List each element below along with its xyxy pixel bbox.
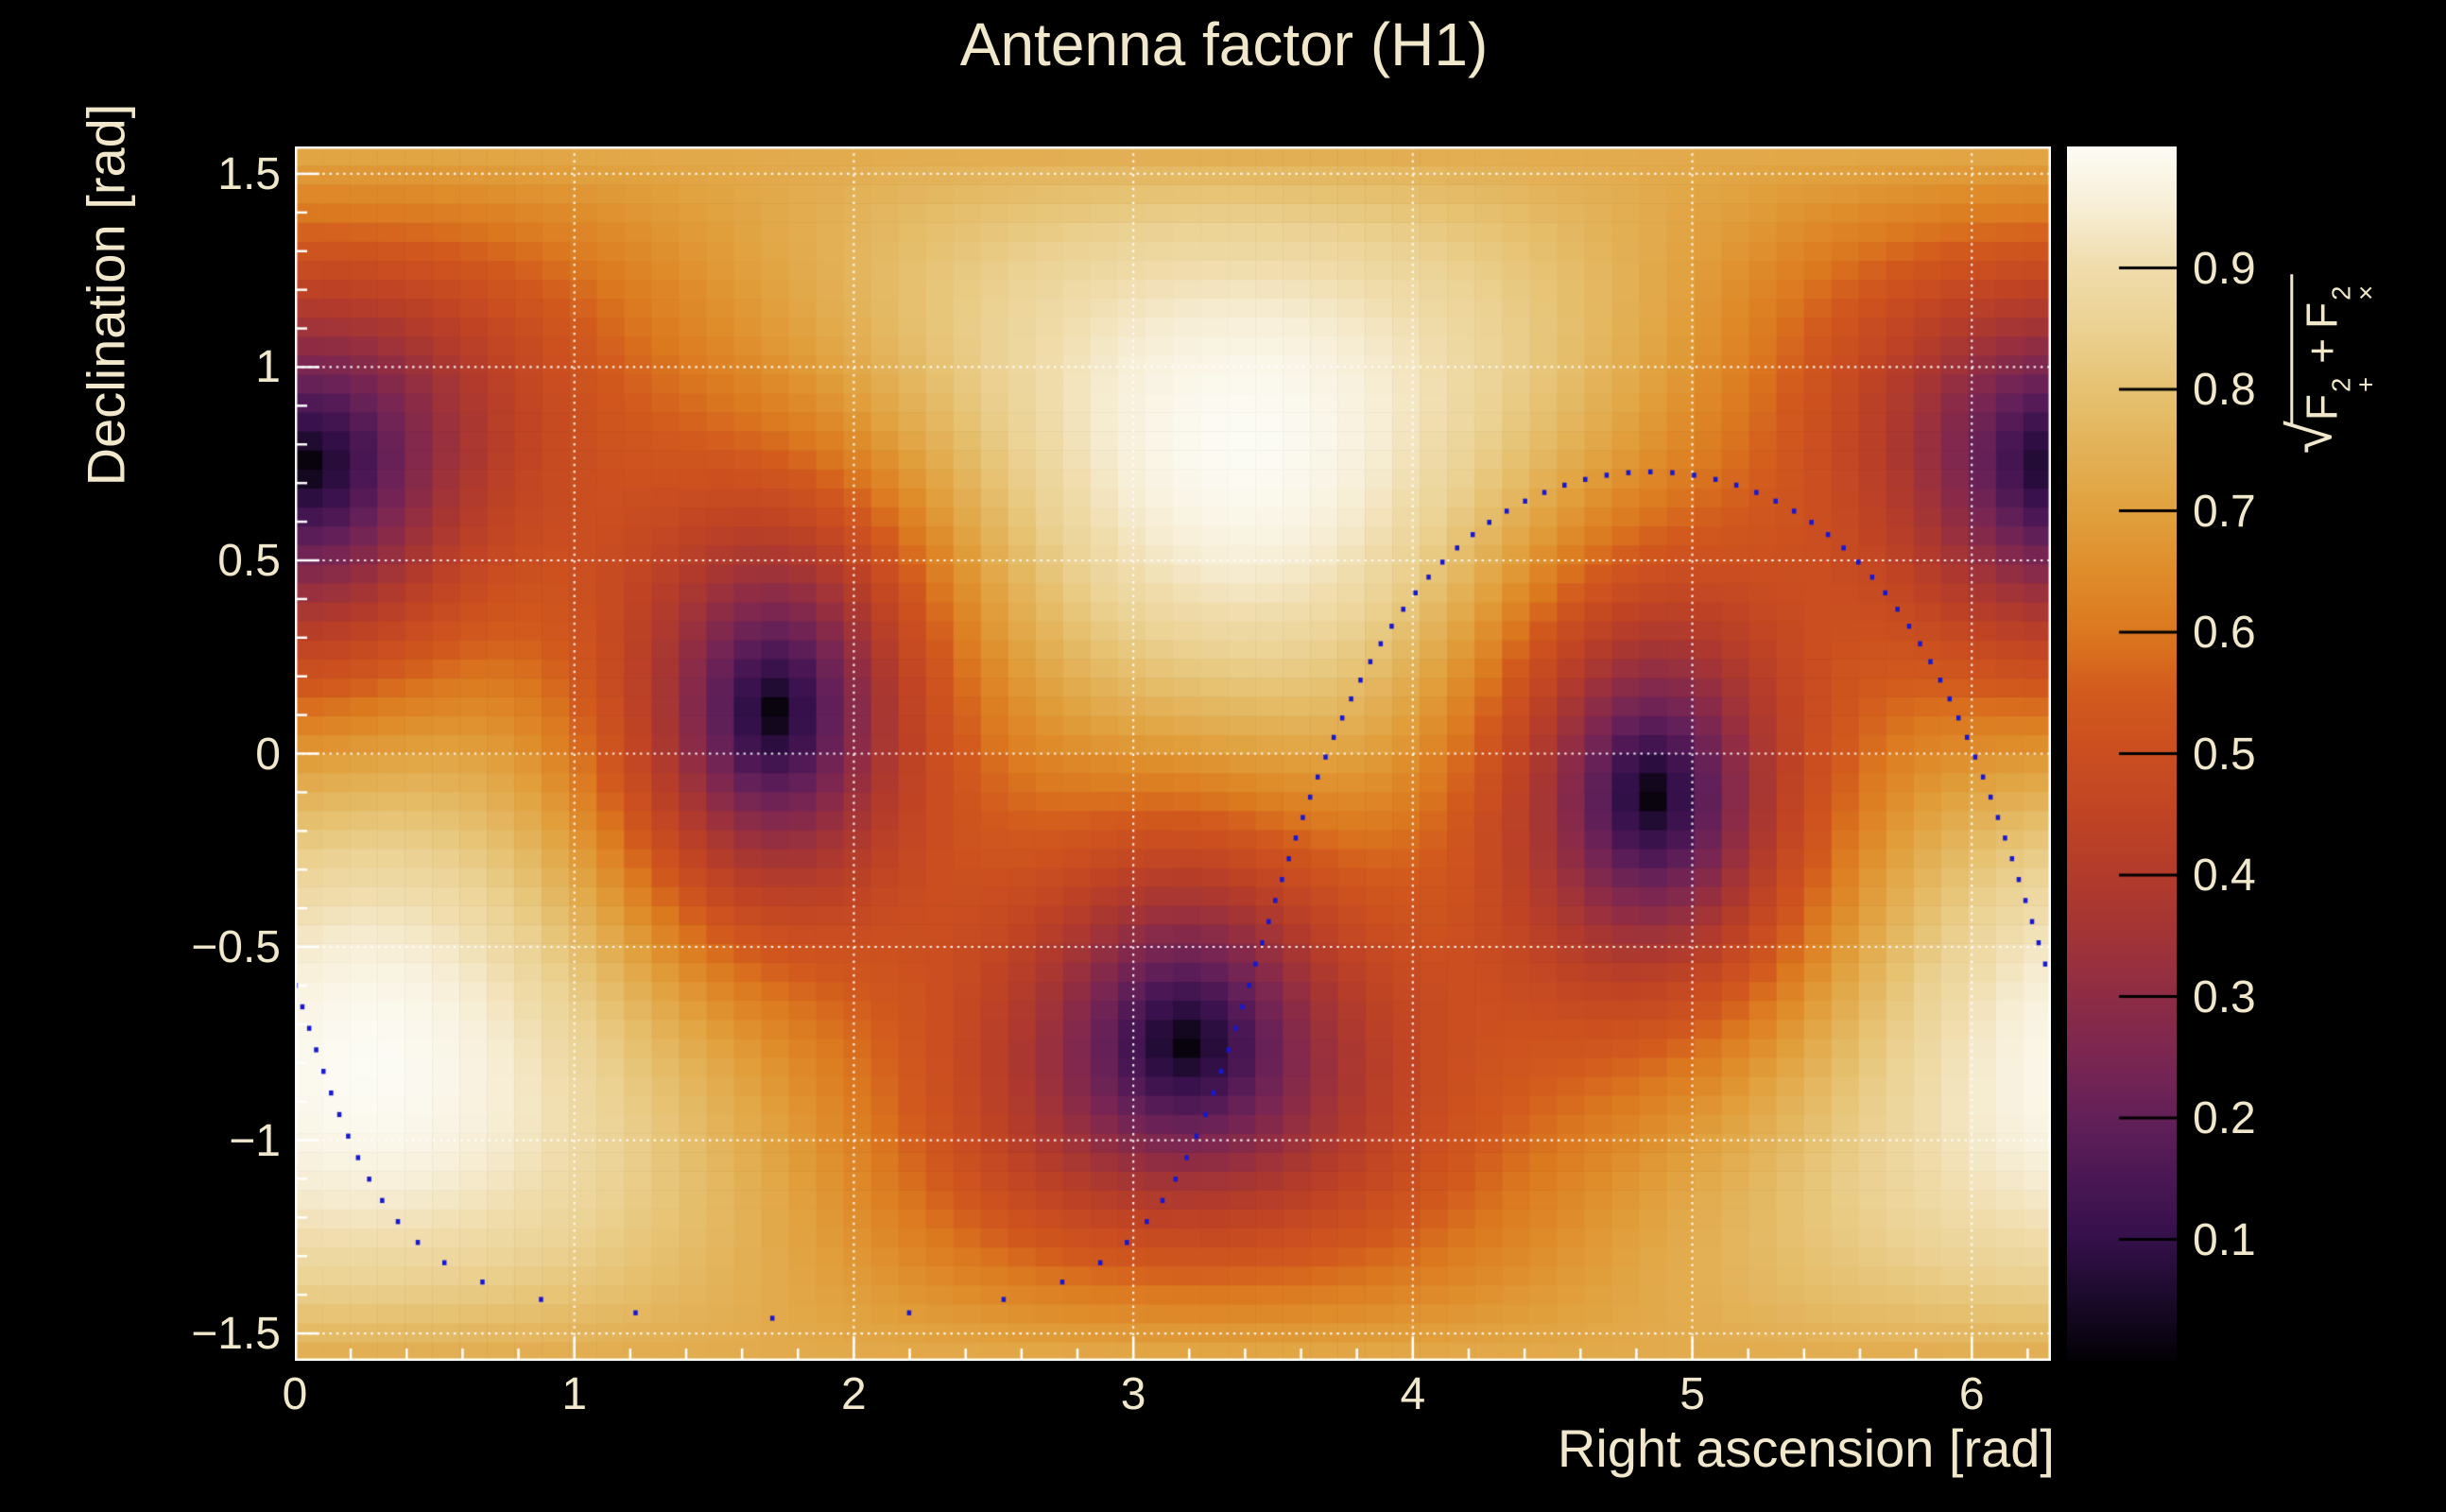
colorbar-tick-label-0.3: 0.3 bbox=[2193, 971, 2256, 1022]
y-tick-label-0.5: 0.5 bbox=[217, 535, 281, 586]
f-plus-scripts: 2 + bbox=[2326, 376, 2381, 392]
chart-title: Antenna factor (H1) bbox=[959, 10, 1489, 78]
y-tick-label-−1.5: −1.5 bbox=[191, 1309, 281, 1360]
y-tick-label-1: 1 bbox=[255, 342, 281, 393]
f-cross-scripts: 2 × bbox=[2326, 284, 2381, 301]
y-tick-label-−1: −1 bbox=[229, 1115, 281, 1166]
colorbar-tick-label-0.1: 0.1 bbox=[2193, 1214, 2256, 1265]
colorbar-tick-label-0.5: 0.5 bbox=[2193, 729, 2256, 780]
x-tick-label-3: 3 bbox=[1120, 1369, 1146, 1419]
colorbar bbox=[2067, 146, 2177, 1361]
radicand: F 2 + +F 2 × bbox=[2290, 273, 2381, 425]
f-cross-base: F bbox=[2297, 301, 2347, 329]
plus-operator: + bbox=[2297, 338, 2347, 364]
heatmap-plot-area bbox=[295, 146, 2051, 1361]
x-tick-label-5: 5 bbox=[1679, 1369, 1705, 1419]
x-tick-label-6: 6 bbox=[1958, 1369, 1985, 1419]
y-tick-label-−0.5: −0.5 bbox=[191, 922, 281, 972]
colorbar-tick-label-0.6: 0.6 bbox=[2193, 608, 2256, 658]
f-plus-base: F bbox=[2297, 394, 2347, 421]
colorbar-tick-label-0.2: 0.2 bbox=[2193, 1093, 2256, 1143]
x-tick-label-2: 2 bbox=[841, 1369, 867, 1419]
x-tick-label-4: 4 bbox=[1400, 1369, 1426, 1419]
colorbar-tick-label-0.4: 0.4 bbox=[2193, 850, 2256, 901]
radical-sign: √ bbox=[2276, 421, 2345, 455]
x-axis-title: Right ascension [rad] bbox=[1557, 1418, 2055, 1478]
x-tick-label-1: 1 bbox=[561, 1369, 588, 1419]
x-tick-label-0: 0 bbox=[282, 1369, 308, 1419]
colorbar-tick-label-0.7: 0.7 bbox=[2193, 486, 2256, 537]
y-tick-label-1.5: 1.5 bbox=[217, 148, 281, 199]
y-tick-label-0: 0 bbox=[255, 729, 281, 780]
colorbar-tick-label-0.9: 0.9 bbox=[2193, 243, 2256, 294]
colorbar-tick-label-0.8: 0.8 bbox=[2193, 365, 2256, 415]
colorbar-title: √F 2 + +F 2 × bbox=[2275, 273, 2381, 455]
